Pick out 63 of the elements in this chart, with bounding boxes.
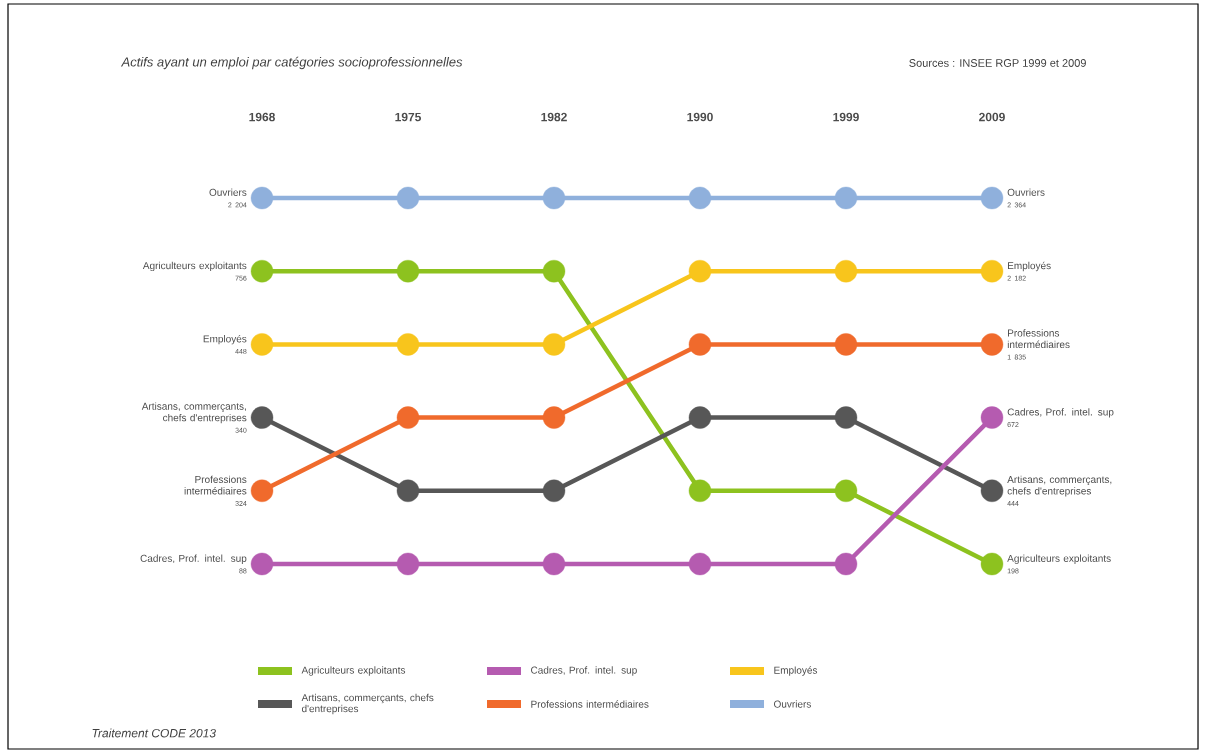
x-tick-label: 1990: [687, 112, 713, 122]
point: [688, 406, 712, 429]
point: [980, 406, 1004, 429]
point: [834, 186, 858, 210]
point: [980, 333, 1004, 356]
point: [688, 479, 712, 502]
annotation: Artisans, commerçants, chefs d'entreprises: [141, 402, 247, 424]
legend-label: Artisans, commerçants, chefs d'entreprises: [301, 693, 434, 715]
point: [688, 259, 712, 283]
point: [396, 479, 420, 502]
source-note: Sources : INSEE RGP 1999 et 2009: [909, 59, 1086, 67]
legend-label: Cadres, Prof. intel. sup: [531, 666, 637, 676]
point: [396, 333, 420, 356]
point: [542, 333, 566, 356]
point: [396, 406, 420, 429]
point: [980, 479, 1004, 502]
annotation: Agriculteurs exploitants: [1007, 554, 1111, 564]
point: [542, 186, 566, 210]
point: [688, 333, 712, 356]
x-tick-label: 1999: [833, 112, 859, 122]
point: [834, 479, 858, 502]
point: [396, 259, 420, 283]
point: [980, 259, 1004, 283]
annotation: Employés: [203, 334, 247, 345]
point: [688, 552, 712, 576]
annotation: Artisans, commerçants, chefs d'entreprises: [1007, 475, 1112, 497]
x-tick-label: 1975: [395, 112, 421, 122]
point: [250, 259, 274, 283]
point: [542, 406, 566, 429]
point: [834, 552, 858, 576]
point: [980, 552, 1004, 576]
point: [250, 479, 274, 502]
point: [250, 406, 274, 429]
chart-title: Actifs ayant un emploi par catégories socioprofessionnelles: [120, 56, 463, 70]
legend-label: Ouvriers: [774, 700, 811, 708]
point: [250, 333, 274, 356]
point: [250, 186, 274, 210]
annotation: Ouvriers: [209, 188, 247, 196]
point: [834, 259, 858, 283]
point: [542, 259, 566, 283]
annotation: Professions intermédiaires: [1007, 329, 1070, 349]
point: [542, 479, 566, 502]
annotation: Agriculteurs exploitants: [142, 261, 247, 272]
annotation: Cadres, Prof. intel. sup: [1007, 408, 1114, 418]
point: [834, 333, 858, 356]
point: [542, 552, 566, 576]
legend-label: Employés: [774, 666, 818, 676]
point: [396, 186, 420, 210]
legend-label: Professions intermédiaires: [531, 700, 649, 708]
annotation: Professions intermédiaires: [184, 475, 247, 495]
point: [834, 406, 858, 429]
point: [250, 552, 274, 576]
annotation: Ouvriers: [1007, 188, 1045, 196]
x-tick-label: 1982: [541, 112, 567, 122]
point: [688, 186, 712, 210]
legend-label: Agriculteurs exploitants: [301, 666, 406, 676]
text: Traitement CODE 2013: [92, 728, 216, 738]
point: [396, 552, 420, 576]
annotation: Cadres, Prof. intel. sup: [140, 554, 247, 564]
x-tick-label: 2009: [979, 112, 1005, 122]
x-tick-label: 1968: [249, 112, 275, 122]
annotation: Employés: [1008, 261, 1051, 272]
point: [980, 186, 1004, 210]
